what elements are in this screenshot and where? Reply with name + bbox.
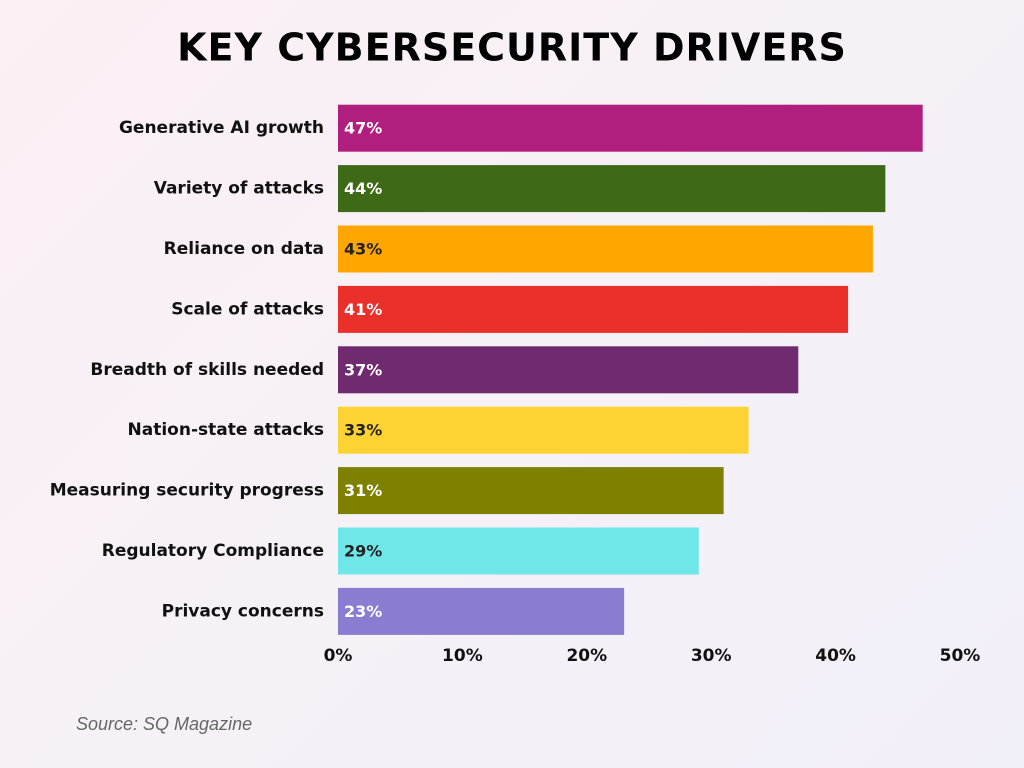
bar xyxy=(338,285,849,333)
bar xyxy=(338,467,724,515)
value-label: 37% xyxy=(344,360,382,379)
value-label: 33% xyxy=(344,421,382,440)
bar xyxy=(338,104,923,152)
y-tick-label: Nation-state attacks xyxy=(128,420,324,440)
y-tick-label: Generative AI growth xyxy=(119,118,324,138)
bar xyxy=(338,587,625,635)
bar xyxy=(338,225,873,273)
x-tick-label: 40% xyxy=(815,646,856,666)
x-tick-label: 50% xyxy=(940,646,981,666)
y-tick-label: Reliance on data xyxy=(164,239,324,259)
value-label: 29% xyxy=(344,542,382,561)
value-label: 31% xyxy=(344,481,382,500)
bar xyxy=(338,165,886,213)
y-tick-label: Privacy concerns xyxy=(162,601,324,621)
x-tick-label: 20% xyxy=(566,646,607,666)
bar xyxy=(338,406,749,454)
value-label: 23% xyxy=(344,602,382,621)
y-tick-label: Measuring security progress xyxy=(50,481,324,501)
x-tick-label: 10% xyxy=(442,646,483,666)
value-label: 41% xyxy=(344,300,382,319)
y-tick-label: Regulatory Compliance xyxy=(102,541,324,561)
x-tick-label: 30% xyxy=(691,646,732,666)
value-label: 47% xyxy=(344,119,382,138)
y-tick-label: Breadth of skills needed xyxy=(90,360,324,380)
y-tick-label: Scale of attacks xyxy=(171,299,324,319)
bar xyxy=(338,527,699,575)
chart-title: KEY CYBERSECURITY DRIVERS xyxy=(177,26,847,70)
source: Source: SQ Magazine xyxy=(76,714,252,734)
value-label: 44% xyxy=(344,179,382,198)
y-tick-label: Variety of attacks xyxy=(154,179,324,199)
bar xyxy=(338,346,799,394)
x-tick-label: 0% xyxy=(324,646,353,666)
value-label: 43% xyxy=(344,240,382,259)
